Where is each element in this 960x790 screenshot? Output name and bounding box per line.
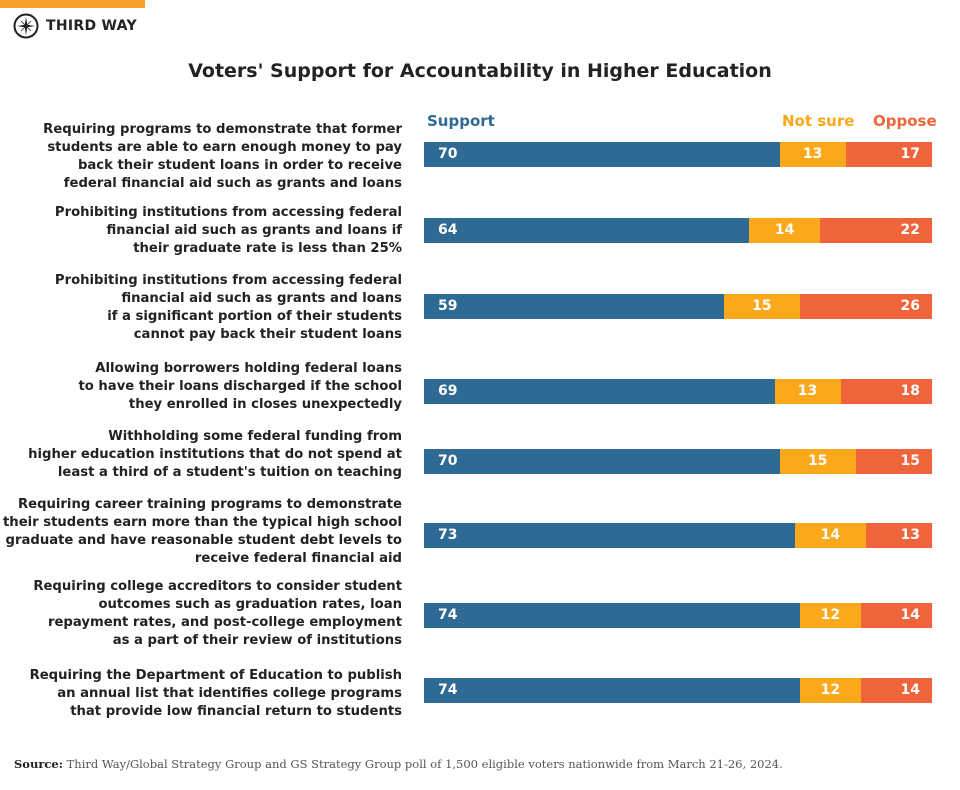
stacked-bar: 69 13 18 xyxy=(424,379,932,404)
data-label: 70 xyxy=(438,146,458,162)
source-note: Source: Third Way/Global Strategy Group … xyxy=(14,757,783,771)
stacked-bar: 59 15 26 xyxy=(424,294,932,319)
category-label: Allowing borrowers holding federal loans… xyxy=(78,361,402,412)
bar-segment-not-sure: 14 xyxy=(749,218,821,243)
category-label: Requiring the Department of Education to… xyxy=(29,668,402,719)
data-label: 14 xyxy=(774,222,795,238)
legend-oppose: Oppose xyxy=(873,112,937,130)
data-label: 69 xyxy=(438,383,458,399)
data-label: 26 xyxy=(900,298,920,314)
data-label: 13 xyxy=(900,527,920,543)
data-label: 15 xyxy=(807,453,828,469)
logo-text: THIRD WAY xyxy=(46,18,137,34)
legend-not-sure: Not sure xyxy=(782,112,855,130)
category-label: Prohibiting institutions from accessing … xyxy=(54,205,402,256)
data-label: 13 xyxy=(797,383,818,399)
data-label: 22 xyxy=(900,222,920,238)
data-label: 18 xyxy=(900,383,920,399)
bar-segment-not-sure: 13 xyxy=(774,379,841,404)
bar-segment-support: 70 xyxy=(424,142,780,167)
bar-segment-oppose: 14 xyxy=(860,678,932,703)
category-label: Prohibiting institutions from accessing … xyxy=(54,273,402,342)
stacked-bar: 73 14 13 xyxy=(424,523,932,548)
source-label: Source: xyxy=(14,757,63,771)
bar-segment-oppose: 26 xyxy=(799,294,932,319)
data-label: 15 xyxy=(752,298,772,314)
compass-star-icon xyxy=(13,13,39,39)
bar-segment-support: 73 xyxy=(424,523,795,548)
bar-segment-support: 74 xyxy=(424,603,800,628)
category-label: Requiring programs to demonstrate that f… xyxy=(43,122,402,191)
bar-segment-support: 64 xyxy=(424,218,750,243)
stacked-bar: 70 13 17 xyxy=(424,142,932,167)
bar-segment-oppose: 18 xyxy=(840,379,932,404)
data-label: 12 xyxy=(820,607,841,623)
bar-segment-support: 70 xyxy=(424,449,780,474)
stacked-bar: 70 15 15 xyxy=(424,449,932,474)
data-label: 14 xyxy=(900,607,920,623)
bar-segment-support: 59 xyxy=(424,294,724,319)
bar-segment-not-sure: 15 xyxy=(723,294,800,319)
data-label: 74 xyxy=(438,682,458,698)
data-label: 73 xyxy=(438,527,458,543)
data-label: 59 xyxy=(438,298,458,314)
data-label: 13 xyxy=(802,146,823,162)
chart-title: Voters' Support for Accountability in Hi… xyxy=(188,60,772,82)
brand-accent-bar xyxy=(0,0,145,8)
data-label: 74 xyxy=(438,607,458,623)
bar-segment-not-sure: 12 xyxy=(799,678,861,703)
bar-segment-support: 69 xyxy=(424,379,775,404)
data-label: 15 xyxy=(900,453,920,469)
bar-segment-oppose: 13 xyxy=(865,523,932,548)
data-label: 14 xyxy=(820,527,841,543)
bar-segment-oppose: 17 xyxy=(845,142,932,167)
stacked-bar: 74 12 14 xyxy=(424,603,932,628)
stacked-bar: 74 12 14 xyxy=(424,678,932,703)
bar-segment-not-sure: 15 xyxy=(779,449,856,474)
bar-segment-not-sure: 14 xyxy=(794,523,866,548)
bar-segment-not-sure: 13 xyxy=(779,142,846,167)
source-text: Third Way/Global Strategy Group and GS S… xyxy=(62,757,783,771)
category-label: Requiring college accreditors to conside… xyxy=(33,579,402,648)
bar-segment-support: 74 xyxy=(424,678,800,703)
category-label: Withholding some federal funding from hi… xyxy=(28,429,402,480)
bar-segment-oppose: 15 xyxy=(855,449,932,474)
bar-segment-not-sure: 12 xyxy=(799,603,861,628)
bar-segment-oppose: 14 xyxy=(860,603,932,628)
data-label: 12 xyxy=(820,682,841,698)
data-label: 17 xyxy=(900,146,920,162)
logo: THIRD WAY xyxy=(13,13,137,39)
category-label: Requiring career training programs to de… xyxy=(3,497,402,566)
legend-support: Support xyxy=(427,112,495,130)
data-label: 70 xyxy=(438,453,458,469)
data-label: 14 xyxy=(900,682,920,698)
bar-segment-oppose: 22 xyxy=(820,218,932,243)
stacked-bar: 64 14 22 xyxy=(424,218,932,243)
data-label: 64 xyxy=(438,222,458,238)
